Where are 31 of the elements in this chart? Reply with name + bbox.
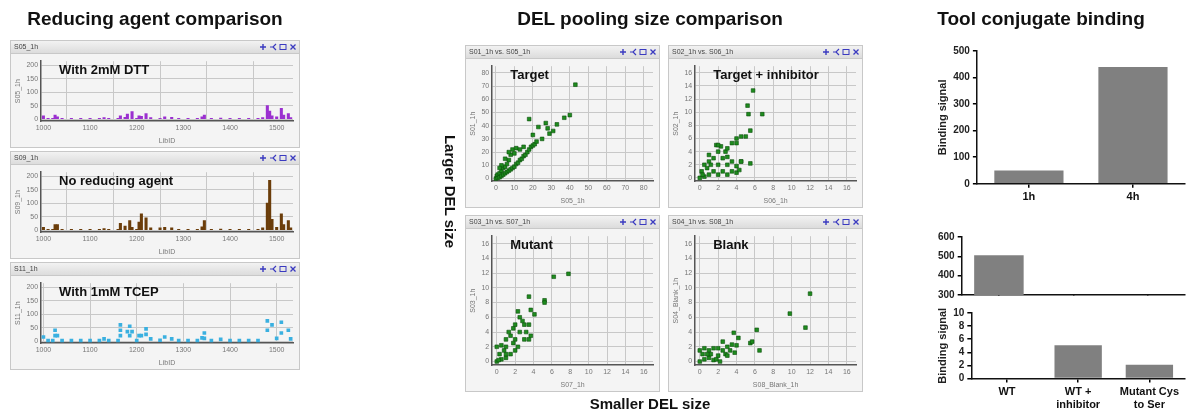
y-tick-label: 500 <box>938 250 956 262</box>
y-axis-title: Binding signal <box>935 79 948 156</box>
y-tick-label: 300 <box>953 97 971 109</box>
y-tick-label: 100 <box>953 150 971 162</box>
x-tick-label: WT <box>998 385 1016 398</box>
annotation: Target + inhibitor <box>713 67 819 83</box>
annotation: Target <box>510 67 550 83</box>
y-tick-label: 500 <box>953 44 971 56</box>
annotation: No reducing agent <box>59 173 174 189</box>
text: Smaller DEL size <box>588 395 712 412</box>
y-tick-label: 400 <box>938 269 956 281</box>
x-tick-label: Mutant Cys to Ser <box>1119 385 1180 411</box>
text: DEL pooling size comparison <box>516 8 784 30</box>
y-tick-label: 6 <box>958 332 965 344</box>
annotation: Blank <box>713 237 750 253</box>
annotation: With 2mM DTT <box>59 62 150 78</box>
text: Tool conjugate binding <box>936 8 1146 30</box>
y-tick-label: 600 <box>938 230 956 242</box>
y-tick-label: 10 <box>953 306 965 318</box>
text: Larger DEL size <box>441 133 459 250</box>
y-tick-label: 200 <box>953 124 971 136</box>
y-tick-label: 400 <box>953 71 971 83</box>
y-tick-label: 300 <box>938 288 956 300</box>
y-axis-title: Binding signal <box>935 307 948 384</box>
x-tick-label: 1h <box>1022 190 1036 203</box>
annotation: Mutant <box>510 237 554 253</box>
x-tick-label: WT + inhibitor <box>1056 385 1101 411</box>
y-tick-label: 8 <box>958 319 965 331</box>
text: Reducing agent comparison <box>26 8 284 30</box>
annotation: With 1mM TCEP <box>59 284 159 300</box>
x-tick-label: 4h <box>1126 190 1140 203</box>
